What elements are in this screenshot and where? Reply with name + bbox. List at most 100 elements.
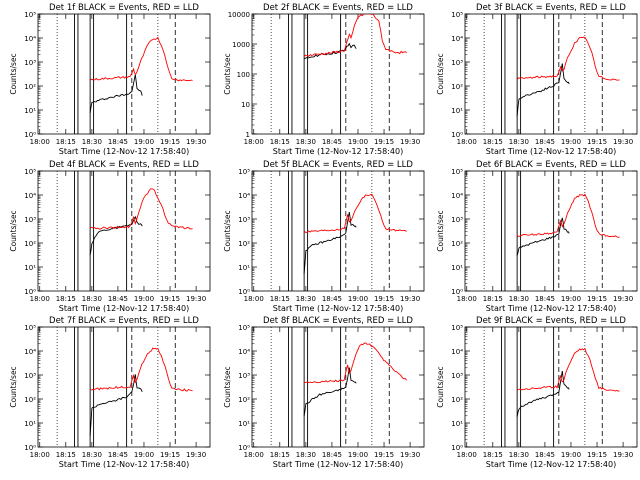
- x-tick-label: 18:00: [30, 295, 50, 303]
- y-axis-label: Counts/sec: [436, 366, 445, 407]
- x-tick-label: 18:15: [483, 138, 503, 146]
- y-axis-label: Counts/sec: [436, 210, 445, 251]
- x-tick-label: 19:15: [587, 138, 607, 146]
- x-tick-label: 18:45: [108, 295, 128, 303]
- x-tick-label: 19:15: [374, 295, 394, 303]
- x-tick-label: 18:45: [322, 138, 342, 146]
- x-tick-label: 18:45: [535, 138, 555, 146]
- x-tick-label: 18:00: [457, 138, 477, 146]
- panel-title: Det 9f BLACK = Events, RED = LLD: [476, 316, 626, 326]
- y-tick-label: 10¹: [238, 420, 250, 428]
- x-axis-label: Start Time (12-Nov-12 17:58:40): [486, 304, 616, 313]
- events-series-line: [303, 42, 357, 60]
- y-axis-label: Counts/sec: [436, 53, 445, 94]
- detector-panel-2: Det 2f BLACK = Events, RED = LLD 1 10 100 10…: [223, 3, 425, 156]
- x-tick-label: 18:00: [457, 295, 477, 303]
- x-axis-label: Start Time (12-Nov-12 17:58:40): [59, 460, 189, 469]
- x-tick-label: 19:00: [561, 295, 581, 303]
- lld-series-line: [303, 193, 407, 233]
- y-tick-label: 10: [241, 101, 250, 109]
- x-tick-label: 19:30: [400, 295, 420, 303]
- plot-frame: [464, 170, 638, 292]
- y-tick-label: 10⁴: [24, 35, 36, 43]
- y-axis-label: Counts/sec: [223, 366, 232, 407]
- x-tick-label: 18:30: [82, 451, 102, 459]
- x-tick-label: 19:00: [348, 451, 368, 459]
- plot-area: [56, 327, 193, 447]
- plot-frame: [464, 13, 638, 135]
- y-tick-label: 1000: [232, 41, 250, 49]
- detector-panel-5: Det 5f BLACK = Events, RED = LLD 10⁰ 10¹ 10…: [223, 160, 425, 313]
- x-tick-label: 18:30: [509, 451, 529, 459]
- y-tick-label: 10²: [238, 240, 250, 248]
- events-series-line: [89, 215, 143, 256]
- x-tick-label: 19:00: [134, 295, 154, 303]
- x-axis-label: Start Time (12-Nov-12 17:58:40): [273, 304, 403, 313]
- y-tick-label: 10¹: [24, 264, 36, 272]
- y-axis-label: Counts/sec: [9, 210, 18, 251]
- y-tick-label: 10⁴: [451, 35, 463, 43]
- x-tick-label: 18:30: [296, 295, 316, 303]
- x-tick-label: 18:15: [56, 295, 76, 303]
- x-tick-label: 18:15: [56, 138, 76, 146]
- x-tick-label: 18:15: [270, 138, 290, 146]
- y-tick-label: 10³: [451, 59, 463, 67]
- y-tick-label: 10⁵: [238, 324, 250, 332]
- panel-title: Det 7f BLACK = Events, RED = LLD: [49, 316, 199, 326]
- x-tick-label: 19:15: [160, 138, 180, 146]
- x-tick-label: 18:45: [108, 138, 128, 146]
- x-tick-label: 19:00: [348, 138, 368, 146]
- detector-panel-9: Det 9f BLACK = Events, RED = LLD 10⁰ 10¹ 10…: [436, 316, 638, 469]
- lld-series-line: [89, 36, 193, 82]
- x-tick-label: 18:00: [30, 138, 50, 146]
- panel-title: Det 4f BLACK = Events, RED = LLD: [49, 160, 199, 170]
- x-tick-label: 19:00: [134, 138, 154, 146]
- panel-title: Det 5f BLACK = Events, RED = LLD: [263, 160, 413, 170]
- y-tick-label: 10⁰: [238, 288, 250, 296]
- y-tick-label: 10¹: [24, 107, 36, 115]
- y-tick-label: 10⁰: [238, 444, 250, 452]
- y-tick-label: 10³: [24, 59, 36, 67]
- y-axis-label: Counts/sec: [223, 53, 232, 94]
- x-tick-label: 18:15: [270, 295, 290, 303]
- y-tick-label: 10²: [24, 83, 36, 91]
- panel-title: Det 3f BLACK = Events, RED = LLD: [476, 3, 626, 13]
- x-tick-label: 19:30: [613, 138, 633, 146]
- y-axis-label: Counts/sec: [223, 210, 232, 251]
- x-tick-label: 19:30: [613, 451, 633, 459]
- x-tick-label: 18:45: [322, 451, 342, 459]
- plot-frame: [37, 326, 211, 448]
- y-tick-label: 10⁰: [451, 288, 463, 296]
- x-tick-label: 18:15: [483, 451, 503, 459]
- lld-series-line: [517, 347, 620, 392]
- y-tick-label: 10¹: [24, 420, 36, 428]
- lld-series-line: [90, 188, 193, 230]
- x-tick-label: 18:00: [457, 451, 477, 459]
- x-tick-label: 19:15: [587, 451, 607, 459]
- panel-title: Det 2f BLACK = Events, RED = LLD: [263, 3, 413, 13]
- x-tick-label: 18:45: [108, 451, 128, 459]
- detector-panel-3: Det 3f BLACK = Events, RED = LLD 10⁰ 10¹ 10…: [436, 3, 638, 156]
- y-tick-label: 10³: [238, 216, 250, 224]
- y-tick-label: 100: [237, 71, 250, 79]
- y-tick-label: 10⁰: [451, 444, 463, 452]
- x-tick-label: 19:00: [561, 451, 581, 459]
- x-axis-label: Start Time (12-Nov-12 17:58:40): [59, 147, 189, 156]
- x-tick-label: 19:15: [374, 451, 394, 459]
- plot-frame: [37, 13, 211, 135]
- x-axis-label: Start Time (12-Nov-12 17:58:40): [486, 147, 616, 156]
- y-tick-label: 10⁵: [24, 168, 36, 176]
- x-axis-label: Start Time (12-Nov-12 17:58:40): [273, 460, 403, 469]
- events-series-line: [516, 63, 570, 117]
- y-tick-label: 10⁴: [451, 348, 463, 356]
- y-tick-label: 10⁰: [451, 131, 463, 139]
- x-tick-label: 18:30: [82, 138, 102, 146]
- x-tick-label: 19:30: [186, 451, 206, 459]
- plot-frame: [251, 13, 425, 135]
- y-tick-label: 10²: [238, 396, 250, 404]
- x-axis-label: Start Time (12-Nov-12 17:58:40): [273, 147, 403, 156]
- plot-area: [483, 171, 620, 291]
- y-tick-label: 10³: [24, 372, 36, 380]
- detector-panel-7: Det 7f BLACK = Events, RED = LLD 10⁰ 10¹ 10…: [9, 316, 211, 469]
